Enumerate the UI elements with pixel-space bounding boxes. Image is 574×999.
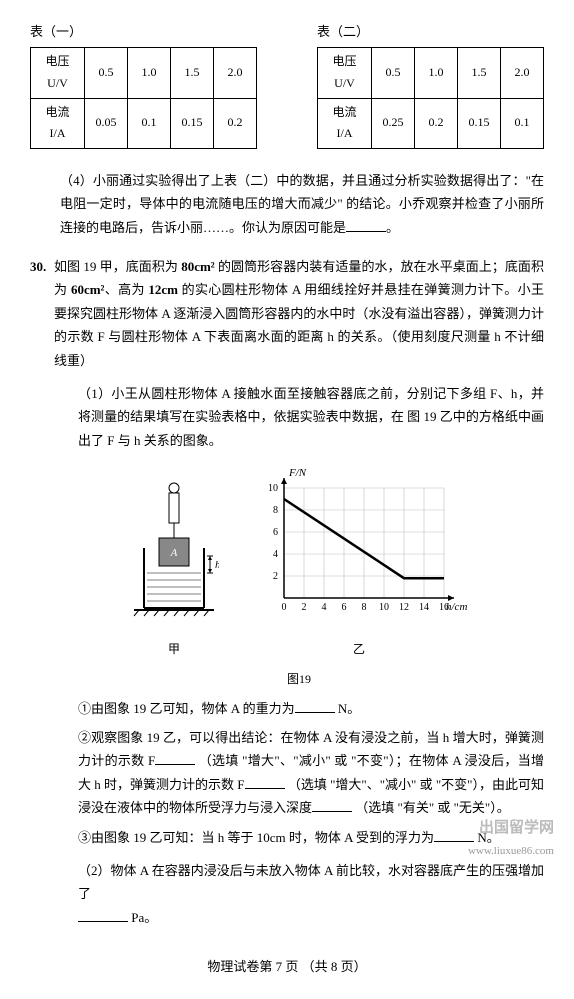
svg-text:h/cm: h/cm (446, 601, 467, 613)
svg-text:8: 8 (362, 602, 367, 613)
svg-text:F/N: F/N (288, 468, 307, 479)
q30-intro: 如图 19 甲，底面积为 80cm² 的圆筒形容器内装有适量的水，放在水平桌面上… (54, 255, 544, 372)
q4-text: （4）小丽通过实验得出了上表（二）中的数据，并且通过分析实验数据得出了："在电阻… (60, 173, 544, 235)
t1-r2-c1: 0.1 (128, 98, 171, 148)
t2-r2-c1: 0.2 (415, 98, 458, 148)
t1-r1-c0: 0.5 (85, 48, 128, 98)
fig-left-label: 甲 (129, 639, 219, 661)
q30-i1: 如图 19 甲，底面积为 (54, 259, 181, 274)
s2-blank3 (312, 797, 352, 812)
q30-c2: 60cm² (71, 282, 105, 297)
p2-blank (78, 907, 128, 922)
q30-c3: 12cm (148, 282, 178, 297)
q30-s1: ①由图象 19 乙可知，物体 A 的重力为 N。 (54, 697, 544, 720)
t2-r1-c3: 2.0 (501, 48, 544, 98)
svg-text:12: 12 (399, 602, 409, 613)
svg-text:10: 10 (379, 602, 389, 613)
table-2-title: 表（二） (317, 20, 544, 43)
t1-r2-c2: 0.15 (171, 98, 214, 148)
q30-number: 30. (30, 255, 54, 935)
t2-r2-label: 电流 I/A (318, 98, 372, 148)
svg-text:6: 6 (273, 527, 278, 538)
figure-19: A (54, 468, 544, 661)
apparatus-icon: A (129, 478, 219, 628)
t1-r2-c3: 0.2 (214, 98, 257, 148)
chart-icon: 0246810121416246810F/Nh/cm (249, 468, 469, 628)
fig-center-label: 图19 (54, 669, 544, 691)
t1-r1-c1: 1.0 (128, 48, 171, 98)
t2-r2-c2: 0.15 (458, 98, 501, 148)
page-footer: 物理试卷第 7 页 （共 8 页） (30, 955, 544, 978)
table-1-title: 表（一） (30, 20, 257, 43)
wm-1: 出国留学网 (468, 815, 554, 842)
q4-blank (346, 217, 386, 232)
svg-text:h: h (215, 559, 219, 571)
t1-r1-label: 电压 U/V (31, 48, 85, 98)
table-2-block: 表（二） 电压 U/V 0.5 1.0 1.5 2.0 电流 I/A 0.25 … (317, 20, 544, 149)
t2-r1-c0: 0.5 (372, 48, 415, 98)
table-1: 电压 U/V 0.5 1.0 1.5 2.0 电流 I/A 0.05 0.1 0… (30, 47, 257, 148)
svg-text:A: A (170, 547, 178, 559)
figure-19-left: A (129, 478, 219, 661)
q30-s2: ②观察图象 19 乙，可以得出结论：在物体 A 没有浸没之前，当 h 增大时，弹… (54, 726, 544, 820)
svg-text:8: 8 (273, 505, 278, 516)
t2-r2-c0: 0.25 (372, 98, 415, 148)
figure-19-right: 0246810121416246810F/Nh/cm 乙 (249, 468, 469, 661)
t1-r2-c0: 0.05 (85, 98, 128, 148)
s2-blank1 (155, 750, 195, 765)
table-2: 电压 U/V 0.5 1.0 1.5 2.0 电流 I/A 0.25 0.2 0… (317, 47, 544, 148)
table-1-block: 表（一） 电压 U/V 0.5 1.0 1.5 2.0 电流 I/A 0.05 … (30, 20, 257, 149)
t1-r1-c3: 2.0 (214, 48, 257, 98)
s2-blank2 (245, 774, 285, 789)
svg-text:2: 2 (302, 602, 307, 613)
q30-p2: （2）物体 A 在容器内浸没后与未放入物体 A 前比较，水对容器底产生的压强增加… (54, 859, 544, 929)
svg-text:14: 14 (419, 602, 429, 613)
t2-r2-c3: 0.1 (501, 98, 544, 148)
wm-2: www.liuxue86.com (468, 842, 554, 862)
s1b: N。 (338, 701, 360, 716)
svg-text:10: 10 (268, 483, 278, 494)
t1-r1-c2: 1.5 (171, 48, 214, 98)
t2-r1-c1: 1.0 (415, 48, 458, 98)
q30-c1: 80cm² (181, 259, 215, 274)
t2-r1-c2: 1.5 (458, 48, 501, 98)
svg-text:4: 4 (322, 602, 327, 613)
s3a: ③由图象 19 乙可知：当 h 等于 10cm 时，物体 A 受到的浮力为 (78, 830, 434, 845)
svg-text:6: 6 (342, 602, 347, 613)
svg-text:0: 0 (282, 602, 287, 613)
svg-text:2: 2 (273, 571, 278, 582)
s1-blank (295, 698, 335, 713)
t2-r1-label: 电压 U/V (318, 48, 372, 98)
q30-p1: （1）小王从圆柱形物体 A 接触水面至接触容器底之前，分别记下多组 F、h，并将… (54, 382, 544, 452)
q4-suffix: 。 (386, 220, 399, 235)
q30-i3: 、高为 (104, 282, 148, 297)
fig-right-label: 乙 (249, 639, 469, 661)
p2a: （2）物体 A 在容器内浸没后与未放入物体 A 前比较，水对容器底产生的压强增加… (78, 863, 544, 901)
question-30: 30. 如图 19 甲，底面积为 80cm² 的圆筒形容器内装有适量的水，放在水… (30, 255, 544, 935)
svg-text:4: 4 (273, 549, 278, 560)
p2b: Pa。 (131, 910, 157, 925)
watermark: 出国留学网 www.liuxue86.com (468, 815, 554, 862)
s2d: （选填 "有关" 或 "无关"）。 (355, 800, 509, 815)
tables-row: 表（一） 电压 U/V 0.5 1.0 1.5 2.0 电流 I/A 0.05 … (30, 20, 544, 149)
question-4: （4）小丽通过实验得出了上表（二）中的数据，并且通过分析实验数据得出了："在电阻… (30, 169, 544, 239)
t1-r2-label: 电流 I/A (31, 98, 85, 148)
s1a: ①由图象 19 乙可知，物体 A 的重力为 (78, 701, 295, 716)
